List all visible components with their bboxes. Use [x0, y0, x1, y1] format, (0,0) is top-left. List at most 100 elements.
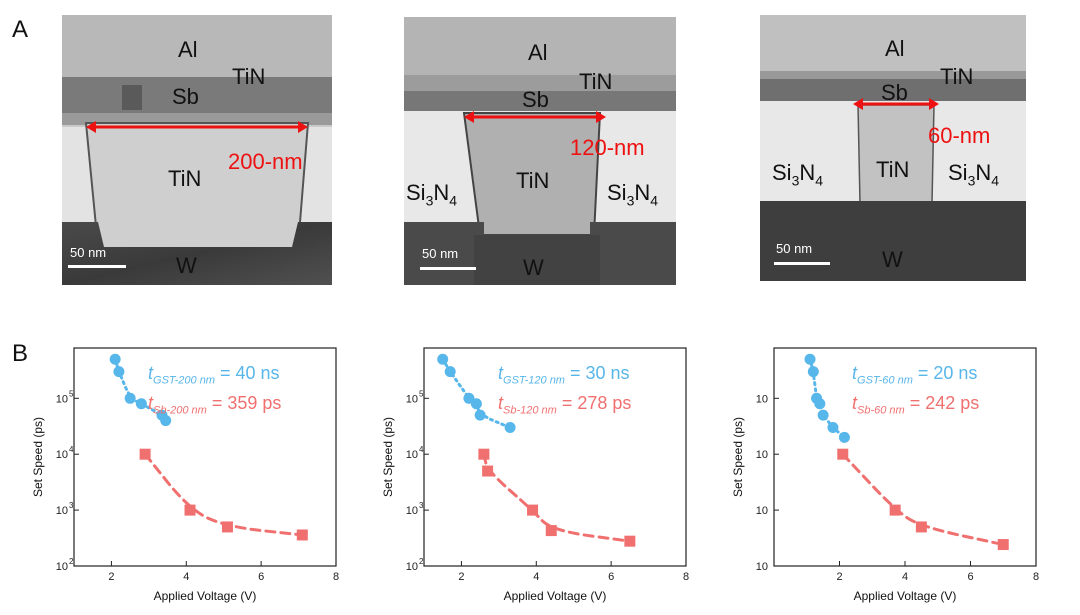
data-point — [804, 353, 816, 365]
data-point — [444, 366, 456, 378]
data-point — [135, 398, 147, 410]
data-point — [838, 431, 850, 443]
label-tin-top: TiN — [579, 69, 613, 94]
label-tin-mid: TiN — [516, 168, 550, 193]
data-point — [109, 353, 121, 365]
scale-bar — [774, 262, 830, 265]
x-tick-label: 2 — [458, 571, 464, 583]
x-tick-label: 4 — [902, 571, 908, 583]
data-point — [997, 539, 1009, 551]
data-point — [807, 366, 819, 378]
annotation-sb: tSb-120 nm = 278 ps — [498, 393, 632, 417]
x-axis-label: Applied Voltage (V) — [154, 589, 257, 603]
tem-micrograph — [760, 15, 1026, 281]
annotation-sb: tSb-200 nm = 359 ps — [148, 393, 282, 417]
data-point — [160, 415, 172, 427]
data-point — [139, 448, 151, 460]
data-point — [837, 448, 849, 460]
data-point — [527, 504, 539, 516]
scale-bar-label: 50 nm — [70, 245, 107, 260]
y-tick-exponent: 5 — [69, 389, 74, 398]
data-point — [437, 353, 449, 365]
label-sb: Sb — [881, 80, 908, 105]
x-tick-label: 6 — [258, 571, 264, 583]
y-tick-exponent: 2 — [69, 557, 74, 566]
x-tick-label: 2 — [108, 571, 114, 583]
tem-image-200nm — [62, 15, 332, 285]
scale-bar-label: 50 nm — [422, 246, 459, 261]
plot-frame — [73, 347, 337, 567]
width-arrow — [86, 121, 308, 133]
y-tick-label: 10 — [56, 393, 68, 405]
x-axis-label: Applied Voltage (V) — [854, 589, 957, 603]
fit-line — [143, 452, 304, 537]
x-tick-label: 2 — [836, 571, 842, 583]
panel-label-a: A — [12, 16, 29, 43]
data-point — [474, 409, 486, 421]
y-tick-exponent: 3 — [69, 501, 74, 510]
annotation-gst: tGST-200 nm = 40 ns — [148, 363, 280, 387]
panel-label-b: B — [12, 340, 29, 367]
label-si3n4-right: Si3N4 — [948, 160, 1000, 189]
chart-120nm: 2 4 6 8 10 2 10 3 10 4 10 5 Applied Voltage (V) Set S… — [380, 340, 700, 615]
tem-image-60nm — [760, 15, 1026, 281]
width-label: 200-nm — [228, 149, 303, 174]
data-point — [184, 504, 196, 516]
y-tick-exponent: 4 — [69, 445, 74, 454]
label-tin-mid: TiN — [876, 157, 910, 182]
data-point — [296, 529, 308, 541]
label-w: W — [176, 253, 197, 278]
y-tick-exponent: 3 — [419, 501, 424, 510]
y-tick-label: 10 — [756, 449, 768, 461]
y-tick-label: 10 — [756, 505, 768, 517]
y-tick-exponent: 2 — [419, 557, 424, 566]
y-tick-label: 10 — [406, 393, 418, 405]
chart-60nm: 2 4 6 8 10 10 10 10 Applied Voltage (V) Set Speed… — [730, 340, 1050, 615]
y-tick-exponent: 5 — [419, 389, 424, 398]
label-si3n4-left: Si3N4 — [772, 160, 824, 189]
y-tick-label: 10 — [406, 449, 418, 461]
y-axis-label: Set Speed (ps) — [731, 417, 745, 497]
label-al: Al — [178, 37, 198, 62]
label-tin-top: TiN — [940, 64, 974, 89]
y-tick-label: 10 — [406, 505, 418, 517]
y-tick-label: 10 — [756, 393, 768, 405]
x-tick-label: 6 — [608, 571, 614, 583]
label-tin-top: TiN — [232, 64, 266, 89]
x-axis-label: Applied Voltage (V) — [504, 589, 607, 603]
label-si3n4-right: Si3N4 — [607, 180, 659, 209]
data-point — [814, 398, 826, 410]
data-point — [915, 521, 927, 533]
label-sb: Sb — [172, 84, 199, 109]
chart-svg: 2 4 6 8 10 10 10 10 Applied Voltage (V) Set Speed… — [731, 347, 1039, 603]
tem-micrograph — [404, 17, 676, 285]
scale-bar — [68, 265, 126, 268]
data-point — [470, 398, 482, 410]
label-al: Al — [885, 36, 905, 61]
data-point — [478, 448, 490, 460]
x-tick-label: 8 — [683, 571, 689, 583]
label-sb: Sb — [522, 87, 549, 112]
x-tick-label: 8 — [333, 571, 339, 583]
width-label: 120-nm — [570, 135, 645, 160]
tem-image-120nm — [404, 17, 676, 285]
annotation-gst: tGST-60 nm = 20 ns — [852, 363, 978, 387]
data-point — [221, 521, 233, 533]
y-axis-label: Set Speed (ps) — [381, 417, 395, 497]
x-tick-label: 4 — [533, 571, 539, 583]
data-point — [482, 465, 494, 477]
y-tick-label: 10 — [56, 449, 68, 461]
y-tick-label: 10 — [56, 505, 68, 517]
annotation-gst: tGST-120 nm = 30 ns — [498, 363, 630, 387]
data-point — [124, 392, 136, 404]
label-w: W — [882, 247, 903, 272]
scale-bar-label: 50 nm — [776, 241, 813, 256]
label-si3n4-left: Si3N4 — [406, 180, 458, 209]
data-point — [889, 504, 901, 516]
y-tick-label: 10 — [406, 561, 418, 573]
label-w: W — [523, 255, 544, 280]
data-point — [545, 525, 557, 537]
y-tick-exponent: 4 — [419, 445, 424, 454]
